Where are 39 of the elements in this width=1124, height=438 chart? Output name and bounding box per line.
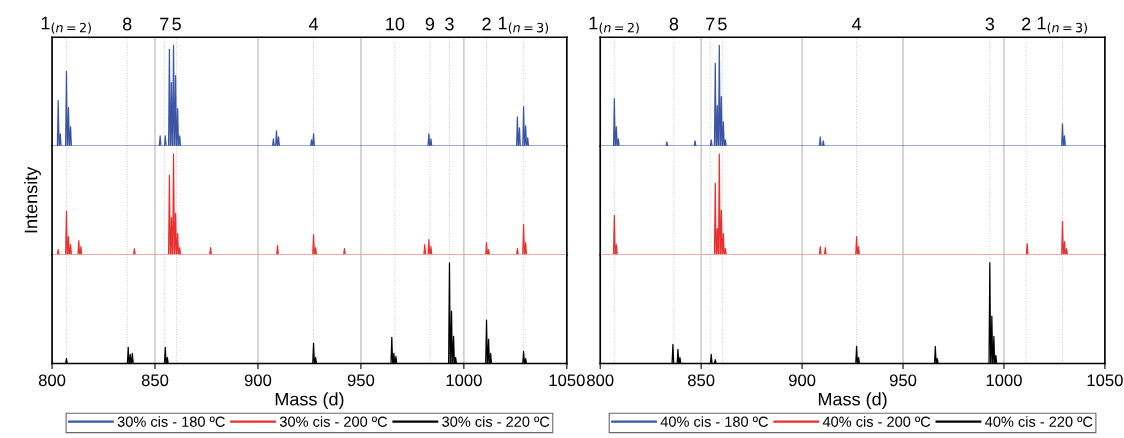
text: 7 bbox=[160, 17, 169, 31]
legend-label: 40% cis - 200 ºC bbox=[822, 416, 931, 427]
text: 9 bbox=[425, 17, 435, 31]
text: 1$_{(n=2)}$ bbox=[589, 16, 639, 34]
legend-label: 30% cis - 180 ºC bbox=[117, 416, 225, 427]
x-axis-title: Mass (d) bbox=[275, 392, 344, 410]
legend-label: 30% cis - 220 ºC bbox=[442, 416, 550, 427]
text: 7 bbox=[706, 17, 715, 31]
text: 1$_{(n=2)}$ bbox=[41, 16, 91, 34]
legend-label: 30% cis - 200 ºC bbox=[279, 416, 388, 427]
text: 3 bbox=[445, 17, 454, 31]
x-tick-label: 850 bbox=[687, 374, 715, 387]
legend-label: 40% cis - 220 ºC bbox=[985, 416, 1093, 427]
x-tick-label: 900 bbox=[788, 374, 816, 387]
x-tick-label: 1000 bbox=[986, 374, 1022, 387]
x-tick-label: 900 bbox=[244, 374, 272, 387]
text: 2 bbox=[1022, 17, 1031, 31]
x-tick-label: 1050 bbox=[549, 374, 585, 387]
text: 1$_{(n=3)}$ bbox=[1037, 16, 1087, 34]
x-axis-title: Mass (d) bbox=[818, 392, 887, 410]
x-tick-label: 850 bbox=[141, 374, 169, 387]
x-tick-label: 950 bbox=[889, 374, 917, 387]
x-tick-label: 800 bbox=[38, 374, 66, 387]
text: 5 bbox=[718, 17, 727, 31]
text: 8 bbox=[122, 17, 132, 31]
text: 1$_{(n=3)}$ bbox=[498, 16, 549, 34]
y-axis-title: Intensity bbox=[24, 166, 41, 233]
text: 5 bbox=[172, 17, 181, 31]
text: 2 bbox=[482, 17, 491, 31]
legend-label: 40% cis - 180 ºC bbox=[660, 416, 768, 427]
text: 4 bbox=[851, 17, 862, 31]
text: 8 bbox=[669, 17, 679, 31]
text: 3 bbox=[985, 17, 995, 31]
x-tick-label: 800 bbox=[587, 374, 614, 387]
text: 10 bbox=[386, 17, 405, 31]
x-tick-label: 1000 bbox=[446, 374, 482, 387]
x-tick-label: 1050 bbox=[1087, 374, 1123, 387]
text: 4 bbox=[308, 17, 319, 31]
x-tick-label: 950 bbox=[347, 374, 375, 387]
